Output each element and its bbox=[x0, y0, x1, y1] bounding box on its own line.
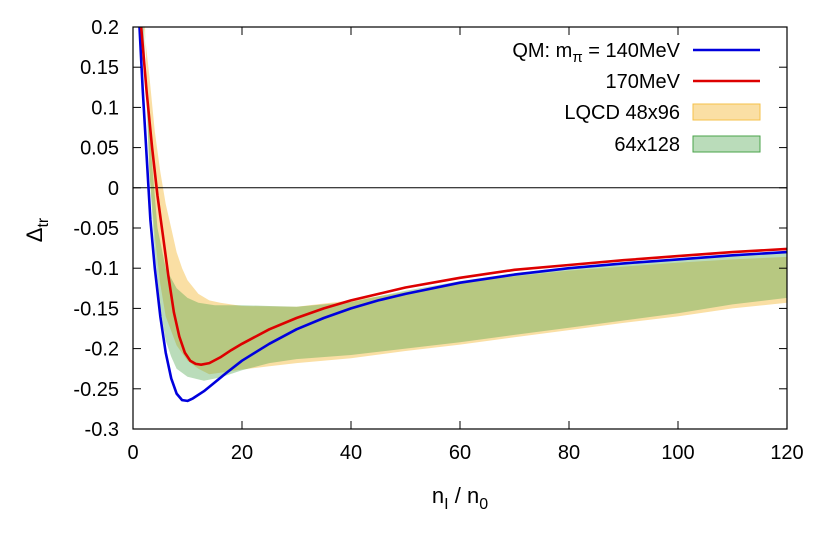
ticks-layer: 0 20 40 60 80 100 120 -0.3 -0.25 -0.2 -0.15 -0.1 -0.… bbox=[73, 17, 803, 464]
x-axis-label-sub2: 0 bbox=[479, 496, 488, 513]
x-axis-label: nI / n0 bbox=[432, 483, 488, 513]
x-tick-label: 40 bbox=[340, 442, 362, 464]
legend-label-qm140-suffix: = 140MeV bbox=[583, 40, 681, 62]
legend-swatch-lqcd48 bbox=[692, 103, 761, 121]
band-lqcd64 bbox=[141, 27, 787, 381]
x-tick-label: 60 bbox=[449, 442, 471, 464]
y-tick-label: -0.15 bbox=[73, 298, 119, 320]
bands-layer bbox=[141, 27, 787, 381]
x-tick-label: 80 bbox=[558, 442, 580, 464]
x-tick-label: 0 bbox=[127, 442, 138, 464]
band-lqcd48 bbox=[143, 27, 787, 375]
y-tick-label: 0 bbox=[108, 178, 119, 200]
legend-label-qm170: 170MeV bbox=[606, 71, 681, 93]
x-axis-label-sub1: I bbox=[444, 496, 448, 513]
legend-label-lqcd64: 64x128 bbox=[614, 134, 680, 156]
y-axis-label: Δtr bbox=[22, 217, 52, 242]
legend-swatch-lqcd64 bbox=[692, 135, 761, 153]
y-tick-label: 0.15 bbox=[80, 57, 119, 79]
legend: QM: mπ = 140MeV 170MeV LQCD 48x96 64x128 bbox=[512, 40, 761, 156]
x-tick-label: 100 bbox=[661, 442, 694, 464]
y-tick-label: -0.05 bbox=[73, 218, 119, 240]
y-tick-label: 0.2 bbox=[91, 17, 119, 39]
legend-label-lqcd48: LQCD 48x96 bbox=[564, 102, 680, 124]
y-tick-label: -0.1 bbox=[85, 258, 119, 280]
series-line-qm170 bbox=[139, 27, 787, 367]
y-tick-label: -0.25 bbox=[73, 379, 119, 401]
x-tick-label: 20 bbox=[231, 442, 253, 464]
y-tick-label: -0.2 bbox=[85, 339, 119, 361]
x-axis-label-sep: / n bbox=[449, 483, 480, 508]
legend-label-qm140: QM: mπ = 140MeV bbox=[512, 40, 680, 66]
legend-label-qm140-sub: π bbox=[572, 49, 582, 66]
x-tick-label: 120 bbox=[770, 442, 803, 464]
y-tick-label: 0.05 bbox=[80, 138, 119, 160]
y-tick-label: 0.1 bbox=[91, 97, 119, 119]
lines-layer bbox=[138, 27, 787, 403]
series-line-qm140 bbox=[138, 27, 787, 403]
y-tick-label: -0.3 bbox=[85, 419, 119, 441]
y-axis-label-sub: tr bbox=[35, 217, 52, 227]
